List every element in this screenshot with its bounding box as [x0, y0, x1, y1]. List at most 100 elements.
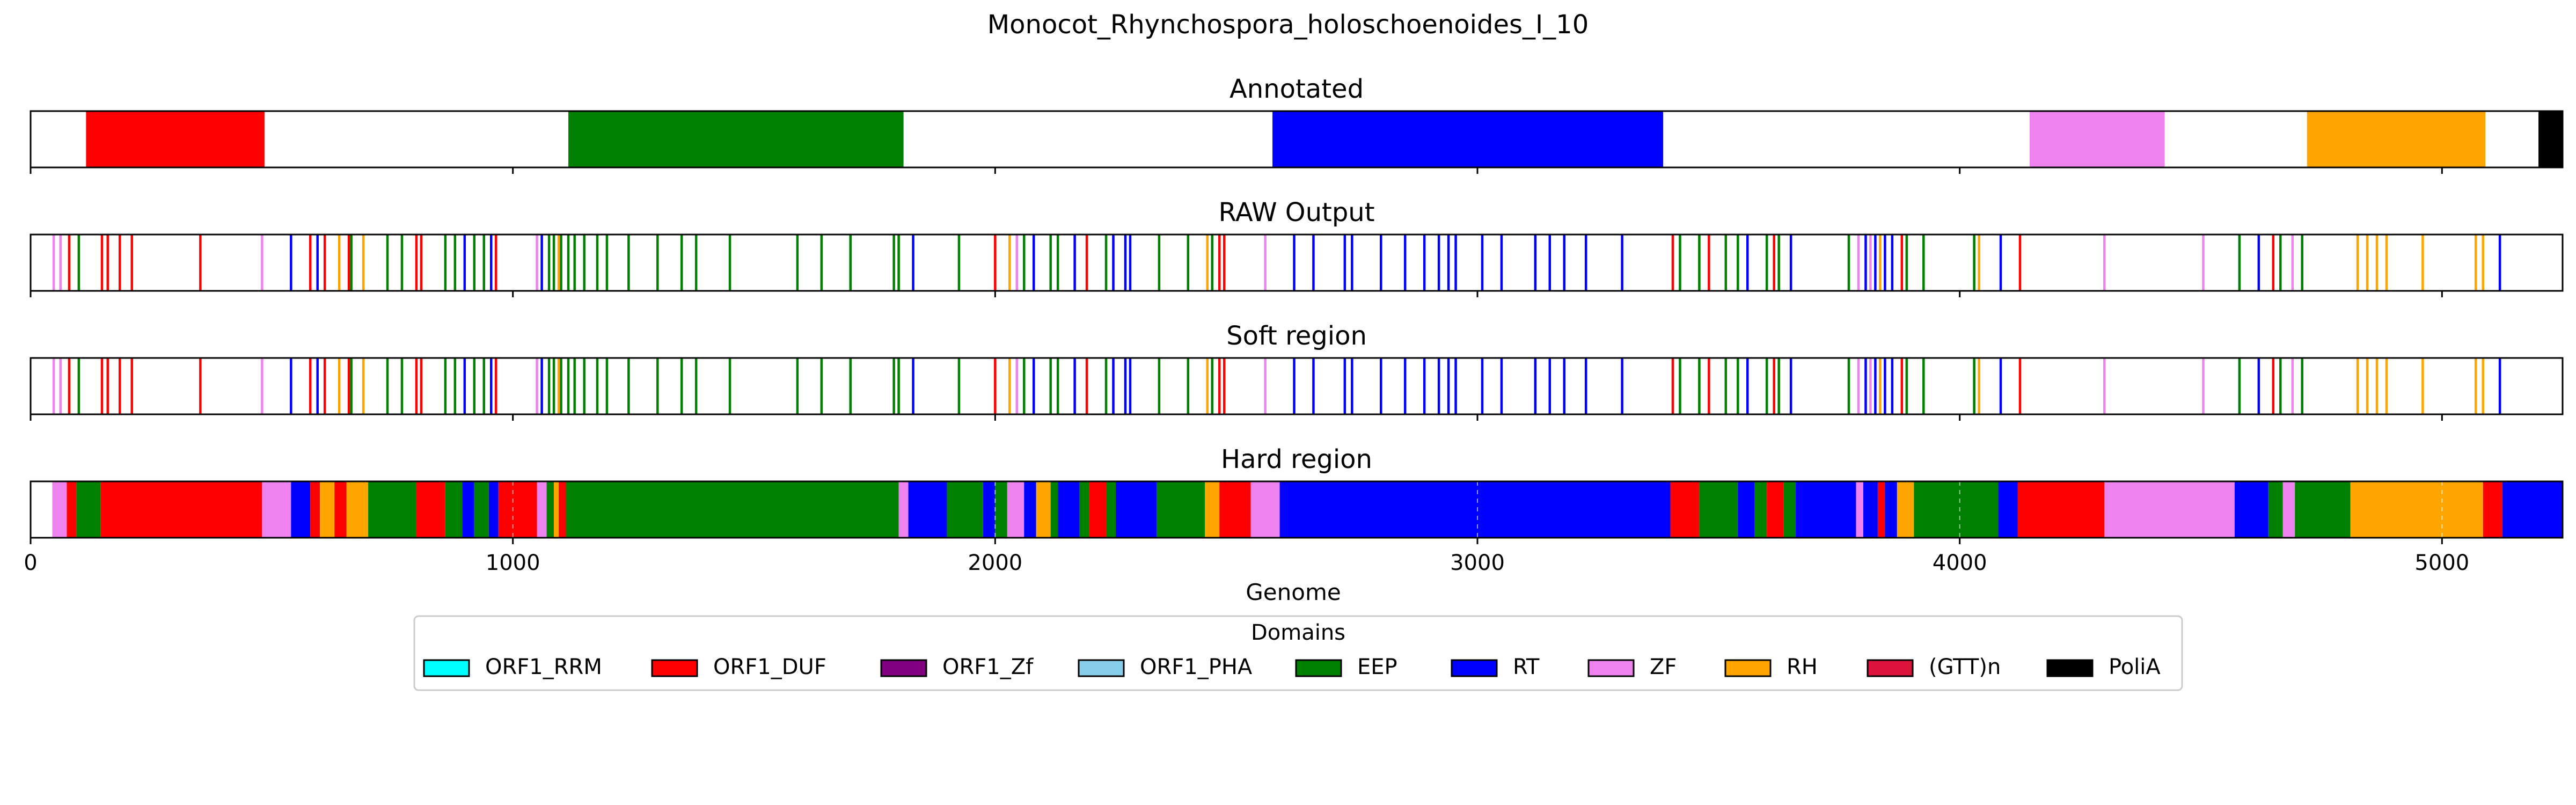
domain-block-rt: [1116, 481, 1157, 538]
domain-block-zf: [262, 481, 291, 538]
domain-block-rt: [291, 481, 311, 538]
domain-block-rt: [983, 481, 996, 538]
domain-block-eep: [546, 481, 554, 538]
chart-title: Monocot_Rhynchospora_holoschoenoides_I_1…: [987, 10, 1589, 40]
track-title: RAW Output: [1218, 197, 1374, 228]
domain-block-rt: [2502, 481, 2563, 538]
domain-block-eep: [1157, 481, 1205, 538]
legend-swatch: [423, 659, 470, 677]
legend-item-orf1-zf: ORF1_Zf: [880, 655, 1034, 679]
domain-block-zf: [52, 481, 67, 538]
legend-label: ORF1_Zf: [942, 655, 1034, 679]
legend-label: ORF1_PHA: [1140, 655, 1253, 679]
domain-block-rh: [2307, 111, 2486, 167]
legend-swatch: [651, 659, 698, 677]
track-soft-region: Soft region: [30, 321, 2564, 421]
domain-block-orf1-duf: [559, 481, 566, 538]
x-tick-label: 5000: [2414, 551, 2469, 575]
legend-swatch: [2046, 659, 2094, 677]
x-tick-label: 1000: [486, 551, 540, 575]
x-axis: 0 1000 2000 3000 4000 5000: [24, 551, 2469, 575]
legend-label: ORF1_DUF: [713, 655, 826, 679]
domain-block-zf: [1007, 481, 1024, 538]
x-tick-label: 0: [24, 551, 37, 575]
domain-block-eep: [566, 481, 899, 538]
domain-block-orf1-duf: [310, 481, 320, 538]
track-frame: [30, 233, 2564, 292]
domain-block-eep: [368, 481, 416, 538]
domain-block-rt: [2234, 481, 2268, 538]
domain-block-zf: [898, 481, 909, 538]
domain-block-eep: [474, 481, 489, 538]
domain-block-orf1-duf: [1670, 481, 1700, 538]
domain-block-eep: [445, 481, 463, 538]
domain-block-rt: [1279, 481, 1671, 538]
track-title: Hard region: [1221, 444, 1372, 474]
domain-block-orf1-duf: [416, 481, 445, 538]
domain-block-zf: [2029, 111, 2165, 167]
legend-item-zf: ZF: [1587, 655, 1677, 679]
domain-block-rt: [1796, 481, 1856, 538]
legend-title: Domains: [1251, 620, 1345, 645]
domain-block-orf1-duf: [334, 481, 347, 538]
domain-block-rt: [1863, 481, 1878, 538]
domain-block-zf: [537, 481, 547, 538]
domain-block-orf1-duf: [67, 481, 77, 538]
legend-item-orf1-pha: ORF1_PHA: [1078, 655, 1253, 679]
legend-item-polia: PoliA: [2046, 655, 2161, 679]
legend-swatch: [1587, 659, 1635, 677]
legend-label: PoliA: [2109, 655, 2161, 679]
x-tick-label: 3000: [1450, 551, 1505, 575]
domain-block-zf: [1856, 481, 1863, 538]
domain-block-eep: [1699, 481, 1738, 538]
track-hard-region: Hard region: [30, 444, 2564, 544]
track-title: Annotated: [1230, 74, 1364, 104]
legend-label: ORF1_RRM: [485, 655, 602, 679]
domain-block-eep: [995, 481, 1007, 538]
domain-block-eep: [1914, 481, 1999, 538]
domain-block-eep: [1106, 481, 1116, 538]
domain-block-rt: [1998, 481, 2018, 538]
domain-block-eep: [2268, 481, 2283, 538]
domain-block-rh: [320, 481, 335, 538]
domain-block-rh: [346, 481, 369, 538]
legend-swatch: [1724, 659, 1772, 677]
domain-block-orf1-duf: [1877, 481, 1885, 538]
domain-block-zf: [2282, 481, 2295, 538]
track-raw-output: RAW Output: [30, 197, 2564, 297]
domain-block-orf1-duf: [1767, 481, 1784, 538]
domain-block-polia: [2538, 111, 2563, 167]
domain-block-rh: [2350, 481, 2483, 538]
domain-block-eep: [76, 481, 101, 538]
domain-block-orf1-duf: [2017, 481, 2105, 538]
domain-block-rt: [1885, 481, 1897, 538]
x-tick-label: 2000: [968, 551, 1022, 575]
domain-block-orf1-duf: [1219, 481, 1251, 538]
domain-block-eep: [1783, 481, 1796, 538]
legend-label: (GTT)n: [1929, 655, 2001, 679]
domain-block-rt: [1058, 481, 1080, 538]
legend-item-orf1-rrm: ORF1_RRM: [423, 655, 602, 679]
domain-block-rh: [1036, 481, 1051, 538]
track-frame: [30, 480, 2564, 539]
legend-swatch: [1078, 659, 1125, 677]
domain-block-rh: [554, 481, 559, 538]
domain-block-eep: [1079, 481, 1089, 538]
domain-block-eep: [568, 111, 904, 167]
track-background: [31, 235, 2563, 291]
domain-block-rt: [1024, 481, 1036, 538]
domain-block-rt: [462, 481, 474, 538]
legend-label: RH: [1787, 655, 1818, 679]
legend-item--gtt-n: (GTT)n: [1867, 655, 2001, 679]
legend-swatch: [1451, 659, 1498, 677]
legend-swatch: [1295, 659, 1342, 677]
track-background: [31, 358, 2563, 414]
legend-item-eep: EEP: [1295, 655, 1397, 679]
domain-block-eep: [1754, 481, 1767, 538]
domain-block-rt: [908, 481, 947, 538]
legend-swatch: [1867, 659, 1914, 677]
domain-block-orf1-duf: [498, 481, 537, 538]
domain-block-zf: [1250, 481, 1280, 538]
x-tick-label: 4000: [1933, 551, 1987, 575]
